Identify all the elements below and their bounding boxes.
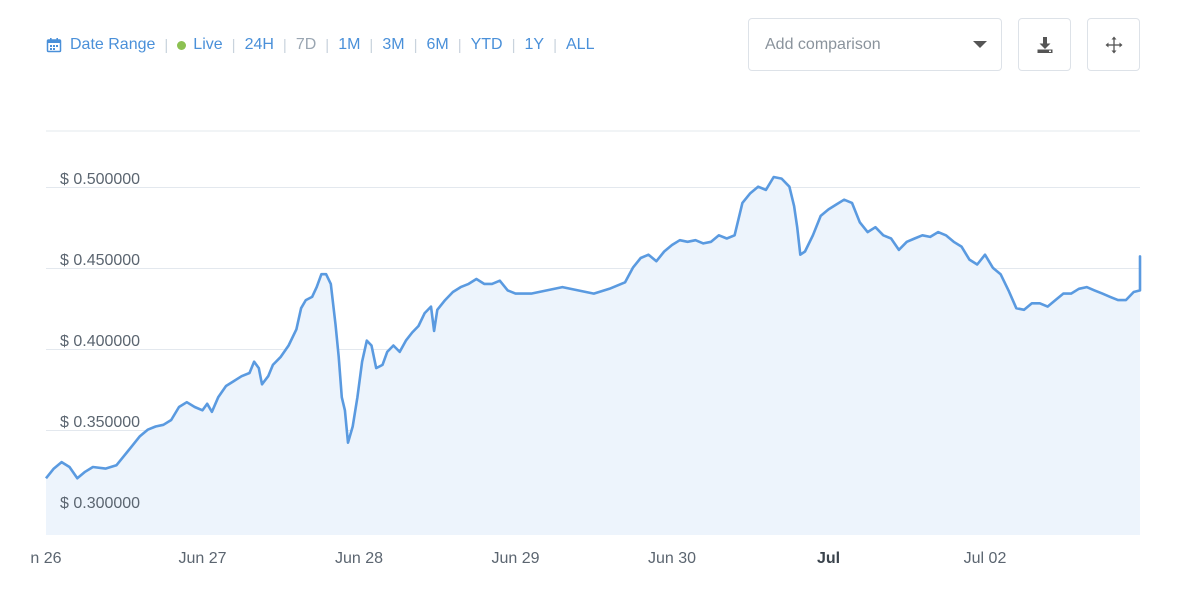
live-label: Live <box>193 36 223 53</box>
date-range-label: Date Range <box>70 36 156 53</box>
range-all-button[interactable]: ALL <box>566 36 595 53</box>
live-button[interactable]: Live <box>177 36 223 54</box>
range-1y-button[interactable]: 1Y <box>524 36 545 53</box>
x-tick-label: Jun 29 <box>491 550 539 567</box>
separator: | <box>164 36 169 54</box>
download-button[interactable] <box>1018 18 1071 71</box>
move-arrows-icon <box>1105 36 1122 53</box>
separator: | <box>325 36 330 54</box>
x-tick-label: Jun 28 <box>335 550 383 567</box>
x-tick-label: Jun 27 <box>178 550 226 567</box>
x-tick-label: Jul 02 <box>964 550 1007 567</box>
separator: | <box>553 36 557 54</box>
range-3m-button[interactable]: 3M <box>382 36 405 53</box>
calendar-icon <box>46 38 62 53</box>
separator: | <box>457 36 462 54</box>
y-tick-label: $ 0.350000 <box>60 414 140 431</box>
range-7d-button[interactable]: 7D <box>295 36 317 53</box>
separator: | <box>511 36 516 54</box>
chevron-down-icon <box>973 41 987 48</box>
series-line <box>44 175 1142 480</box>
series-area <box>46 177 1140 535</box>
expand-button[interactable] <box>1087 18 1140 71</box>
date-range-button[interactable]: Date Range <box>46 36 155 54</box>
range-24h-button[interactable]: 24H <box>244 36 274 53</box>
live-indicator-dot <box>177 40 187 50</box>
range-6m-button[interactable]: 6M <box>426 36 449 53</box>
x-tick-label: Jul <box>817 550 840 567</box>
separator: | <box>413 36 418 54</box>
range-toolbar: Date Range | Live | 24H | 7D | 1M | 3M |… <box>46 33 594 57</box>
comparison-placeholder: Add comparison <box>765 35 881 53</box>
download-icon <box>1037 36 1052 53</box>
y-tick-label: $ 0.300000 <box>60 495 140 512</box>
y-tick-label: $ 0.400000 <box>60 333 140 350</box>
separator: | <box>369 36 374 54</box>
x-tick-label: Jun 30 <box>648 550 696 567</box>
y-tick-label: $ 0.450000 <box>60 252 140 269</box>
range-1m-button[interactable]: 1M <box>338 36 361 53</box>
separator: | <box>231 36 236 54</box>
range-ytd-button[interactable]: YTD <box>470 36 503 53</box>
separator: | <box>282 36 287 54</box>
y-tick-label: $ 0.500000 <box>60 171 140 188</box>
x-tick-label: n 26 <box>30 550 61 567</box>
add-comparison-select[interactable]: Add comparison <box>748 18 1002 71</box>
